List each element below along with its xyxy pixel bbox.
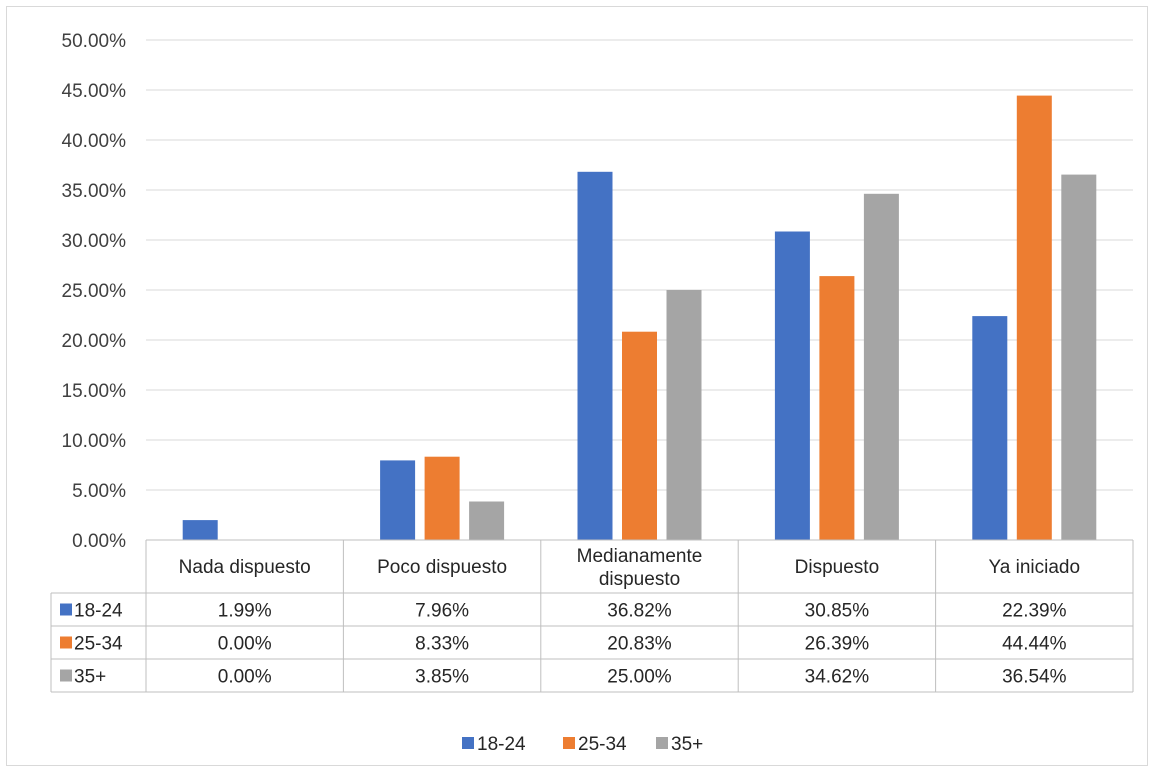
y-tick-label: 50.00%	[62, 31, 127, 52]
legend-swatch	[563, 737, 575, 749]
bar	[469, 501, 505, 540]
table-cell-value: 8.33%	[415, 634, 469, 655]
y-tick-label: 35.00%	[62, 181, 127, 202]
table-cell-value: 0.00%	[218, 667, 272, 688]
table-cell-value: 26.39%	[805, 634, 870, 655]
legend-swatch	[656, 737, 668, 749]
table-cell-value: 36.54%	[1002, 667, 1067, 688]
bar	[819, 276, 855, 540]
table-cell-value: 20.83%	[607, 634, 672, 655]
category-label: Ya iniciado	[989, 557, 1081, 578]
y-tick-label: 10.00%	[62, 431, 127, 452]
legend-label: 18-24	[477, 734, 526, 755]
table-cell-value: 44.44%	[1002, 634, 1067, 655]
bar	[774, 231, 810, 540]
table-cell-value: 7.96%	[415, 601, 469, 622]
table-cell-value: 0.00%	[218, 634, 272, 655]
series-row-label: 18-24	[74, 601, 123, 622]
table-cell-value: 3.85%	[415, 667, 469, 688]
legend-label: 25-34	[578, 734, 627, 755]
category-label: Dispuesto	[795, 557, 880, 578]
chart-frame	[6, 6, 1148, 766]
table-cell-value: 34.62%	[805, 667, 870, 688]
bar	[380, 460, 416, 540]
y-tick-label: 30.00%	[62, 231, 127, 252]
table-cell-value: 36.82%	[607, 601, 672, 622]
y-tick-label: 25.00%	[62, 281, 127, 302]
category-label-line: Medianamente	[577, 546, 703, 567]
y-tick-label: 40.00%	[62, 131, 127, 152]
y-tick-label: 5.00%	[72, 481, 126, 502]
series-row-label: 35+	[74, 667, 106, 688]
table-cell-value: 1.99%	[218, 601, 272, 622]
bar	[1061, 174, 1097, 540]
table-cell-value: 25.00%	[607, 667, 672, 688]
bar	[182, 520, 218, 540]
bar	[666, 290, 702, 540]
bar	[972, 316, 1008, 540]
y-tick-label: 15.00%	[62, 381, 127, 402]
y-tick-label: 45.00%	[62, 81, 127, 102]
table-cell-value: 30.85%	[805, 601, 870, 622]
category-label: Poco dispuesto	[377, 557, 507, 578]
series-row-label: 25-34	[74, 634, 123, 655]
bar	[863, 193, 899, 541]
category-label-line: dispuesto	[599, 569, 680, 590]
series-key-swatch	[60, 636, 72, 649]
category-label: Nada dispuesto	[179, 557, 311, 578]
bar	[622, 331, 657, 540]
bar	[577, 171, 613, 541]
y-tick-label: 20.00%	[62, 331, 127, 352]
legend-label: 35+	[671, 734, 703, 755]
y-tick-label: 0.00%	[72, 531, 126, 552]
series-key-swatch	[60, 669, 72, 682]
bar	[1016, 95, 1052, 540]
legend-swatch	[462, 737, 474, 749]
table-cell-value: 22.39%	[1002, 601, 1067, 622]
bar	[424, 456, 460, 540]
series-key-swatch	[60, 603, 72, 616]
